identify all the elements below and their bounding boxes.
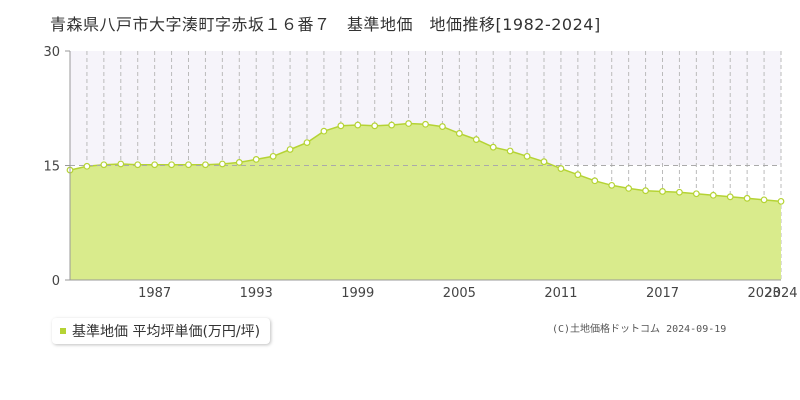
data-point (320, 127, 328, 135)
data-point (405, 120, 412, 127)
data-point (608, 181, 616, 189)
y-tick-label: 15 (43, 160, 60, 175)
data-point (303, 139, 311, 147)
legend: 基準地価 平均坪単価(万円/坪) (52, 318, 271, 344)
data-point (100, 161, 108, 169)
data-point (506, 147, 514, 155)
data-point (202, 161, 209, 169)
y-tick-labels: 0 15 30 (43, 45, 70, 289)
x-tick-label: 2011 (544, 286, 577, 300)
legend-swatch (60, 328, 66, 334)
data-point (523, 152, 531, 160)
data-point (455, 130, 463, 137)
data-point (218, 160, 226, 168)
data-point (642, 187, 649, 195)
data-point (286, 146, 294, 153)
legend-label: 基準地価 平均坪単価(万円/坪) (72, 324, 261, 340)
data-point (235, 159, 243, 166)
data-point (185, 161, 192, 169)
data-point (625, 184, 633, 192)
data-point (151, 161, 159, 169)
x-tick-label: 1993 (240, 286, 273, 300)
data-point (388, 121, 396, 129)
data-point (692, 190, 700, 198)
x-tick-label: 2024 (764, 286, 797, 300)
x-tick-label: 2005 (443, 286, 476, 300)
data-point (422, 120, 429, 128)
x-tick-label: 2017 (646, 286, 679, 300)
data-point (337, 122, 345, 130)
x-tick-label: 2023 (748, 286, 781, 300)
chart-title: 青森県八戸市大字湊町字赤坂１６番７ 基準地価 地価推移[1982-2024] (50, 15, 601, 34)
data-point (760, 196, 768, 204)
data-point (489, 143, 497, 151)
price-area (70, 123, 781, 280)
data-point (269, 152, 277, 160)
copyright-note: (C)土地価格ドットコム 2024-09-19 (552, 324, 727, 335)
x-tick-label: 1987 (138, 286, 171, 300)
data-point (134, 161, 142, 169)
data-point (676, 188, 683, 196)
data-points (66, 120, 785, 205)
y-tick-label: 0 (52, 274, 60, 289)
data-point (591, 177, 599, 185)
data-point (252, 155, 260, 163)
data-point (574, 171, 582, 179)
data-point (659, 188, 666, 195)
x-tick-label: 1999 (341, 286, 374, 300)
data-point (83, 162, 91, 170)
data-point (354, 121, 362, 129)
data-point (472, 136, 480, 143)
data-point (709, 191, 717, 199)
data-point (117, 160, 125, 168)
data-point (557, 165, 565, 172)
data-point (726, 193, 734, 201)
data-point (777, 197, 785, 205)
y-tick-label: 30 (43, 45, 60, 60)
data-point (743, 194, 751, 202)
data-point (168, 161, 175, 169)
data-point (540, 158, 548, 166)
data-point (439, 123, 446, 130)
data-point (371, 122, 379, 130)
